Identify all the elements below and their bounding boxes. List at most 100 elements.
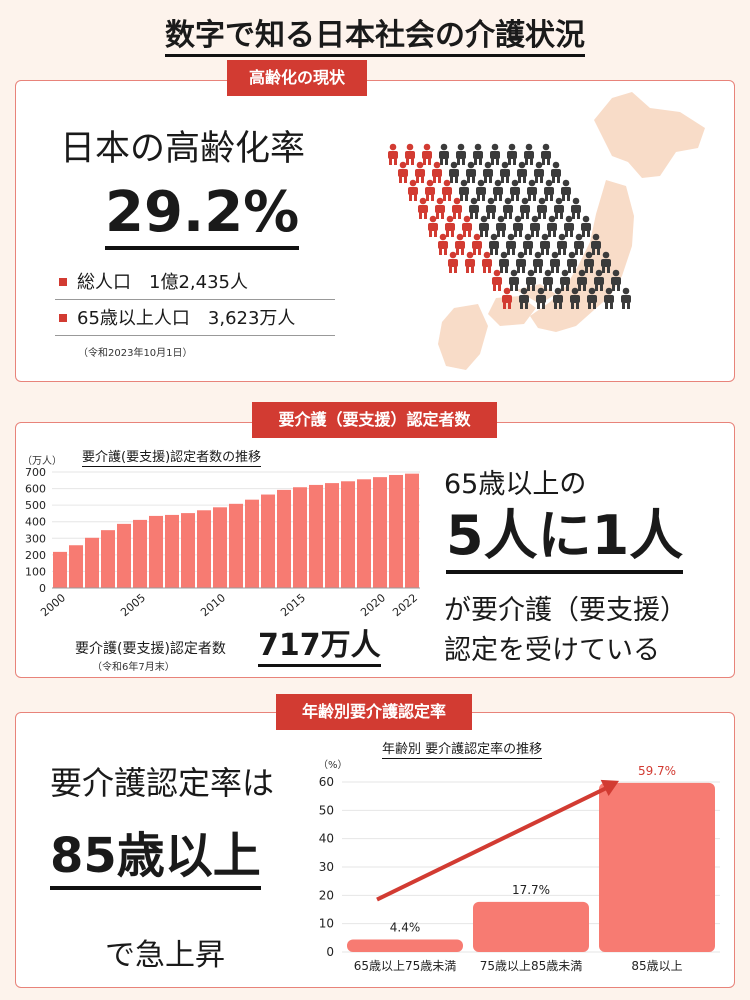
person-icon [519, 287, 529, 309]
person-icon [496, 215, 506, 237]
y-tick-label: 600 [25, 483, 46, 496]
bar [133, 519, 147, 588]
person-icon [611, 269, 621, 291]
person-icon-elderly [482, 251, 492, 273]
person-icon [493, 179, 503, 201]
person-icon [500, 161, 510, 183]
total-recipients-date-note: （令和6年7月末） [92, 662, 175, 673]
person-icon [551, 161, 561, 183]
y-tick-label: 0 [39, 582, 46, 595]
person-icon [560, 269, 570, 291]
bar [117, 523, 131, 588]
person-icon [459, 179, 469, 201]
person-icon [601, 251, 611, 273]
chart1-title: 要介護(要支援)認定者数の推移 [82, 450, 262, 467]
bar [473, 901, 589, 952]
trend-arrow-head [600, 779, 619, 796]
person-icon [604, 287, 614, 309]
person-icon-elderly [442, 179, 452, 201]
ratio-line-1: 65歳以上の [444, 469, 587, 500]
bar [405, 473, 419, 588]
y-tick-label: 40 [319, 832, 334, 846]
y-tick-label: 50 [319, 803, 334, 817]
person-icon-elderly [435, 197, 445, 219]
bullet-square [59, 314, 67, 322]
chart1-unit-label: （万人） [22, 456, 62, 467]
people-grid [388, 143, 631, 309]
person-icon [530, 215, 540, 237]
rate-line-1: 要介護認定率は [50, 764, 275, 802]
stat-value: 3,623万人 [207, 308, 296, 329]
x-tick-label: 2015 [278, 591, 308, 619]
person-icon [489, 233, 499, 255]
person-icon [621, 287, 631, 309]
person-icon-elderly [425, 179, 435, 201]
person-icon [523, 233, 533, 255]
y-tick-label: 300 [25, 532, 46, 545]
x-tick-label: 2022 [390, 591, 420, 619]
person-icon [483, 161, 493, 183]
person-icon-elderly [465, 251, 475, 273]
person-icon [574, 233, 584, 255]
x-tick-label: 85歳以上 [631, 959, 682, 973]
person-icon-elderly [428, 215, 438, 237]
person-icon [510, 179, 520, 201]
person-icon-elderly [502, 287, 512, 309]
person-icon [581, 215, 591, 237]
y-tick-label: 200 [25, 549, 46, 562]
aging-date-note: （令和2023年10月1日） [78, 348, 193, 359]
person-icon [540, 233, 550, 255]
person-icon [554, 197, 564, 219]
x-tick-label: 2005 [118, 591, 148, 619]
chart2-unit-label: （%） [318, 760, 348, 771]
ratio-highlight: 5人に1人 [446, 502, 684, 574]
x-tick-label: 2000 [38, 591, 68, 619]
care-recipients-bar-chart: 0 100 200 300 400 500 600 700 2000 2005 2010 2015 20… [25, 466, 420, 619]
person-icon [517, 161, 527, 183]
person-icon-elderly [492, 269, 502, 291]
ratio-line-3: が要介護（要支援） [444, 595, 687, 626]
y-tick-label: 400 [25, 516, 46, 529]
section-tag-care-recipients: 要介護（要支援）認定者数 [252, 402, 497, 438]
bar [261, 494, 275, 588]
rate-highlight: 85歳以上 [50, 826, 261, 890]
section-tag-certification-rate: 年齢別要介護認定率 [276, 694, 472, 730]
person-icon [513, 215, 523, 237]
bar [347, 939, 463, 952]
person-icon-elderly [455, 233, 465, 255]
x-tick-label: 65歳以上75歳未満 [354, 959, 457, 973]
trend-arrow-line [376, 783, 614, 902]
person-icon-elderly [398, 161, 408, 183]
bar [53, 551, 67, 588]
bar [309, 484, 323, 588]
bar [325, 483, 339, 588]
bar [197, 510, 211, 588]
person-icon [564, 215, 574, 237]
person-icon [536, 287, 546, 309]
data-label: 4.4% [390, 921, 421, 935]
person-icon [544, 179, 554, 201]
person-icon-elderly [422, 143, 432, 165]
y-tick-label: 700 [25, 466, 46, 479]
person-icon-elderly [462, 215, 472, 237]
person-icon [506, 233, 516, 255]
aging-rate-heading: 日本の高齢化率 [60, 129, 306, 169]
bar [341, 481, 355, 588]
stat-row-elderly-population: 65歳以上人口 3,623万人 [55, 304, 335, 336]
stat-label: 65歳以上人口 [77, 308, 190, 329]
person-icon [476, 179, 486, 201]
person-icon [503, 197, 513, 219]
y-tick-label: 20 [319, 888, 334, 902]
person-icon [499, 251, 509, 273]
stat-row-total-population: 総人口 1億2,435人 [55, 268, 335, 300]
person-icon [543, 269, 553, 291]
x-tick-label: 2010 [198, 591, 228, 619]
bar [165, 514, 179, 588]
person-icon [490, 143, 500, 165]
person-icon [571, 197, 581, 219]
person-icon [570, 287, 580, 309]
person-icon [567, 251, 577, 273]
person-icon [591, 233, 601, 255]
person-icon [577, 269, 587, 291]
person-icon [456, 143, 466, 165]
